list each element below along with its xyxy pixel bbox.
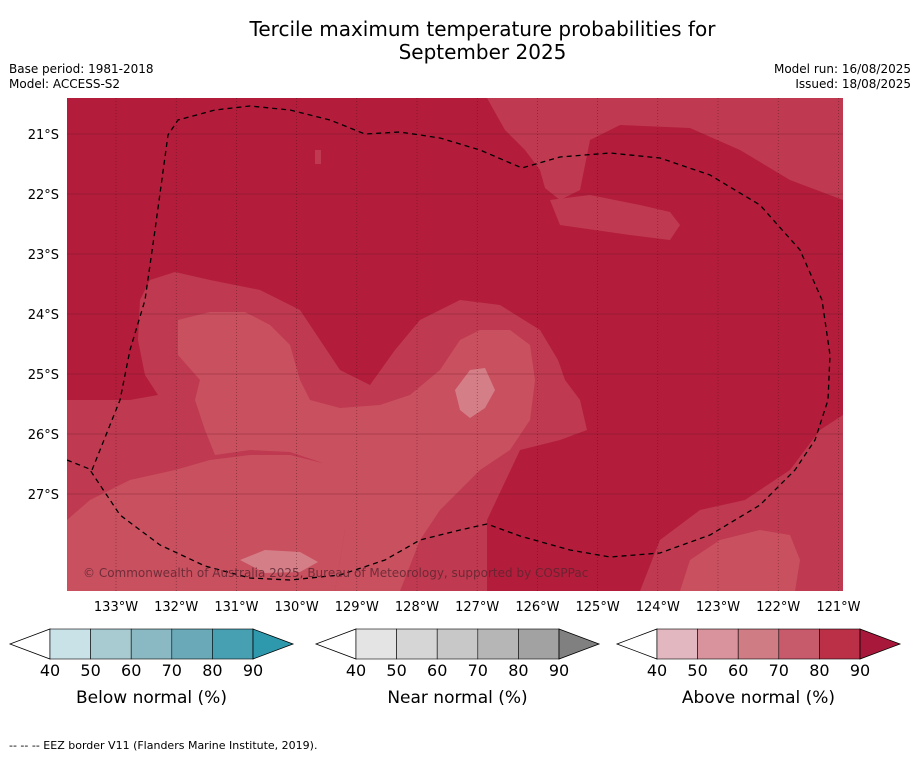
lat-tick-label: 27°S: [28, 488, 59, 503]
probability-region-60-b: [240, 550, 318, 573]
eez-border: [67, 105, 831, 581]
title-line-2: September 2025: [398, 40, 567, 64]
colorbar-3: 40 50 60 70 80 90 Above normal (%): [615, 628, 902, 708]
colorbar-tick: 60: [427, 661, 447, 680]
lon-tick-label: 123°W: [696, 600, 740, 615]
colorbar-segment: [656, 628, 698, 660]
probability-region-70-c: [680, 530, 800, 591]
eez-footnote: -- -- -- EEZ border V11 (Flanders Marine…: [9, 739, 318, 752]
colorbar-tick: 90: [243, 661, 263, 680]
colorbar-segment: [518, 628, 560, 660]
colorbar-extend-high: [859, 628, 902, 660]
lat-tick-label: 23°S: [28, 248, 59, 263]
lon-tick-label: 130°W: [275, 600, 319, 615]
map-title: Tercile maximum temperature probabilitie…: [0, 18, 919, 64]
colorbar-extend-low: [314, 628, 357, 660]
model-run: Model run: 16/08/2025: [773, 62, 911, 76]
lon-tick-label: 124°W: [636, 600, 680, 615]
lon-tick-label: 133°W: [94, 600, 138, 615]
lon-tick-label: 125°W: [576, 600, 620, 615]
colorbar-tick: 90: [850, 661, 870, 680]
map-grid: [67, 98, 843, 591]
colorbar-segment: [171, 628, 213, 660]
lat-tick-label: 24°S: [28, 308, 59, 323]
lon-tick-label: 132°W: [154, 600, 198, 615]
colorbars: 40 50 60 70 80 90 Below normal (%) 40 50 60 70 80 90…: [8, 628, 902, 708]
probability-region-70-b: [178, 312, 535, 591]
colorbar-tick: 50: [687, 661, 707, 680]
colorbar-tick: 40: [346, 661, 366, 680]
colorbar-label: Below normal (%): [76, 688, 227, 708]
colorbar-segment: [819, 628, 861, 660]
lat-tick-label: 26°S: [28, 428, 59, 443]
colorbar-extend-high: [252, 628, 295, 660]
map-area: © Commonwealth of Australia 2025, Bureau…: [67, 98, 843, 591]
colorbar-segment: [778, 628, 820, 660]
colorbar-tick: 90: [549, 661, 569, 680]
lon-ticks: 133°W 132°W 131°W 130°W 129°W 128°W 127°W 126°W…: [94, 600, 861, 615]
model-name: Model: ACCESS-S2: [9, 77, 121, 91]
colorbar-segment: [697, 628, 739, 660]
lat-ticks: 21°S 22°S 23°S 24°S 25°S 26°S 27°S: [28, 128, 59, 503]
lat-tick-label: 21°S: [28, 128, 59, 143]
island-speck: [315, 150, 321, 164]
colorbar-segment: [49, 628, 91, 660]
colorbar-segment: [477, 628, 519, 660]
lon-tick-label: 126°W: [515, 600, 559, 615]
lon-tick-label: 131°W: [214, 600, 258, 615]
meta-left: Base period: 1981-2018 Model: ACCESS-S2: [9, 62, 154, 92]
probability-region-80-top: [487, 98, 843, 200]
colorbar-tick: 50: [386, 661, 406, 680]
colorbar-tick: 70: [468, 661, 488, 680]
colorbar-extend-high: [558, 628, 601, 660]
lon-tick-label: 128°W: [395, 600, 439, 615]
colorbar-tick: 60: [121, 661, 141, 680]
colorbar-segment: [396, 628, 438, 660]
colorbar-tick: 70: [162, 661, 182, 680]
colorbar-1: 40 50 60 70 80 90 Below normal (%): [8, 628, 295, 708]
colorbar-extend-low: [615, 628, 658, 660]
lon-tick-label: 127°W: [455, 600, 499, 615]
colorbar-tick: 80: [508, 661, 528, 680]
colorbar-tick: 80: [202, 661, 222, 680]
colorbar-tick: 80: [809, 661, 829, 680]
lat-tick-label: 25°S: [28, 368, 59, 383]
colorbar-tick: 70: [769, 661, 789, 680]
lat-tick-label: 22°S: [28, 188, 59, 203]
meta-right: Model run: 16/08/2025 Issued: 18/08/2025: [774, 62, 911, 92]
probability-region-60: [455, 368, 495, 418]
colorbar-segment: [737, 628, 780, 660]
colorbar-segment: [212, 628, 254, 660]
colorbar-segment: [130, 628, 173, 660]
colorbar-segment: [355, 628, 397, 660]
colorbar-tick: 40: [647, 661, 667, 680]
colorbar-extend-low: [8, 628, 51, 660]
colorbar-segment: [436, 628, 479, 660]
colorbar-tick: 40: [40, 661, 60, 680]
probability-region-80-mid: [550, 195, 680, 240]
colorbar-segment: [90, 628, 132, 660]
title-line-1: Tercile maximum temperature probabilitie…: [249, 17, 716, 41]
lon-tick-label: 122°W: [756, 600, 800, 615]
colorbar-tick: 60: [728, 661, 748, 680]
lon-tick-label: 121°W: [816, 600, 860, 615]
colorbar-label: Near normal (%): [387, 688, 527, 708]
colorbar-tick: 50: [80, 661, 100, 680]
colorbar-2: 40 50 60 70 80 90 Near normal (%): [314, 628, 601, 708]
lon-tick-label: 129°W: [335, 600, 379, 615]
issued-date: Issued: 18/08/2025: [795, 77, 911, 91]
colorbar-label: Above normal (%): [682, 688, 835, 708]
base-period: Base period: 1981-2018: [9, 62, 154, 76]
copyright-text: © Commonwealth of Australia 2025, Bureau…: [83, 566, 588, 580]
